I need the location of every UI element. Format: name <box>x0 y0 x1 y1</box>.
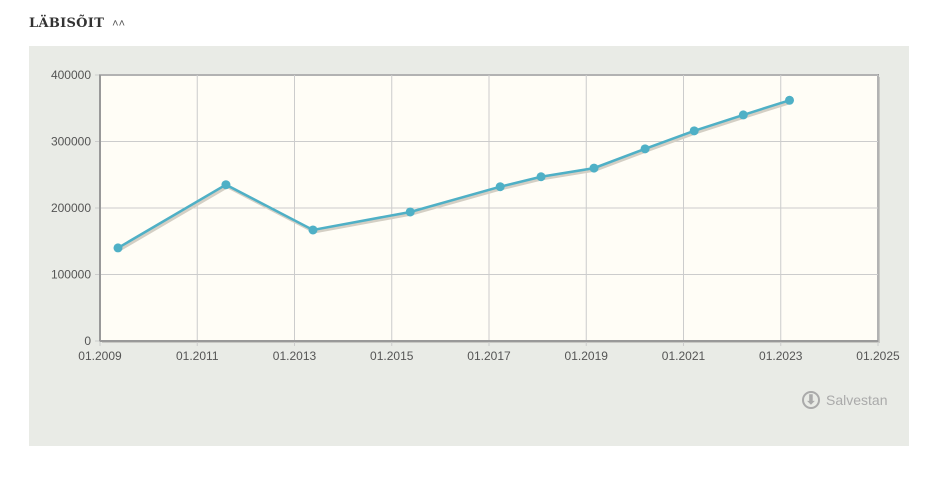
y-tick-label: 400000 <box>51 68 91 82</box>
x-tick-label: 01.2015 <box>370 349 414 363</box>
x-tick-label: 01.2021 <box>662 349 706 363</box>
download-icon: ⬇ <box>802 391 820 409</box>
x-tick-label: 01.2019 <box>565 349 609 363</box>
x-tick-label: 01.2009 <box>78 349 122 363</box>
data-point <box>113 243 123 253</box>
data-point <box>221 180 231 190</box>
x-tick-label: 01.2017 <box>467 349 511 363</box>
save-label: Salvestan <box>826 392 888 408</box>
double-chevron-up-icon[interactable]: ˄˄ <box>112 18 126 30</box>
data-point <box>738 110 748 120</box>
data-point <box>785 95 795 105</box>
section-header: LÄBISÕIT ˄˄ <box>29 15 125 33</box>
section-title: LÄBISÕIT <box>29 16 105 31</box>
x-tick-label: 01.2023 <box>759 349 803 363</box>
y-tick-label: 100000 <box>51 268 91 282</box>
y-tick-label: 300000 <box>51 135 91 149</box>
data-point <box>589 163 599 173</box>
data-point <box>405 207 415 217</box>
data-point <box>689 126 699 136</box>
x-tick-label: 01.2013 <box>273 349 317 363</box>
x-tick-label: 01.2011 <box>176 349 219 363</box>
y-tick-label: 0 <box>84 334 91 348</box>
data-point <box>536 172 546 182</box>
data-point <box>640 144 650 154</box>
data-point <box>495 182 505 192</box>
y-tick-label: 200000 <box>51 201 91 215</box>
save-button[interactable]: ⬇ Salvestan <box>802 391 887 409</box>
x-tick-label: 01.2025 <box>856 349 900 363</box>
data-point <box>308 225 318 235</box>
